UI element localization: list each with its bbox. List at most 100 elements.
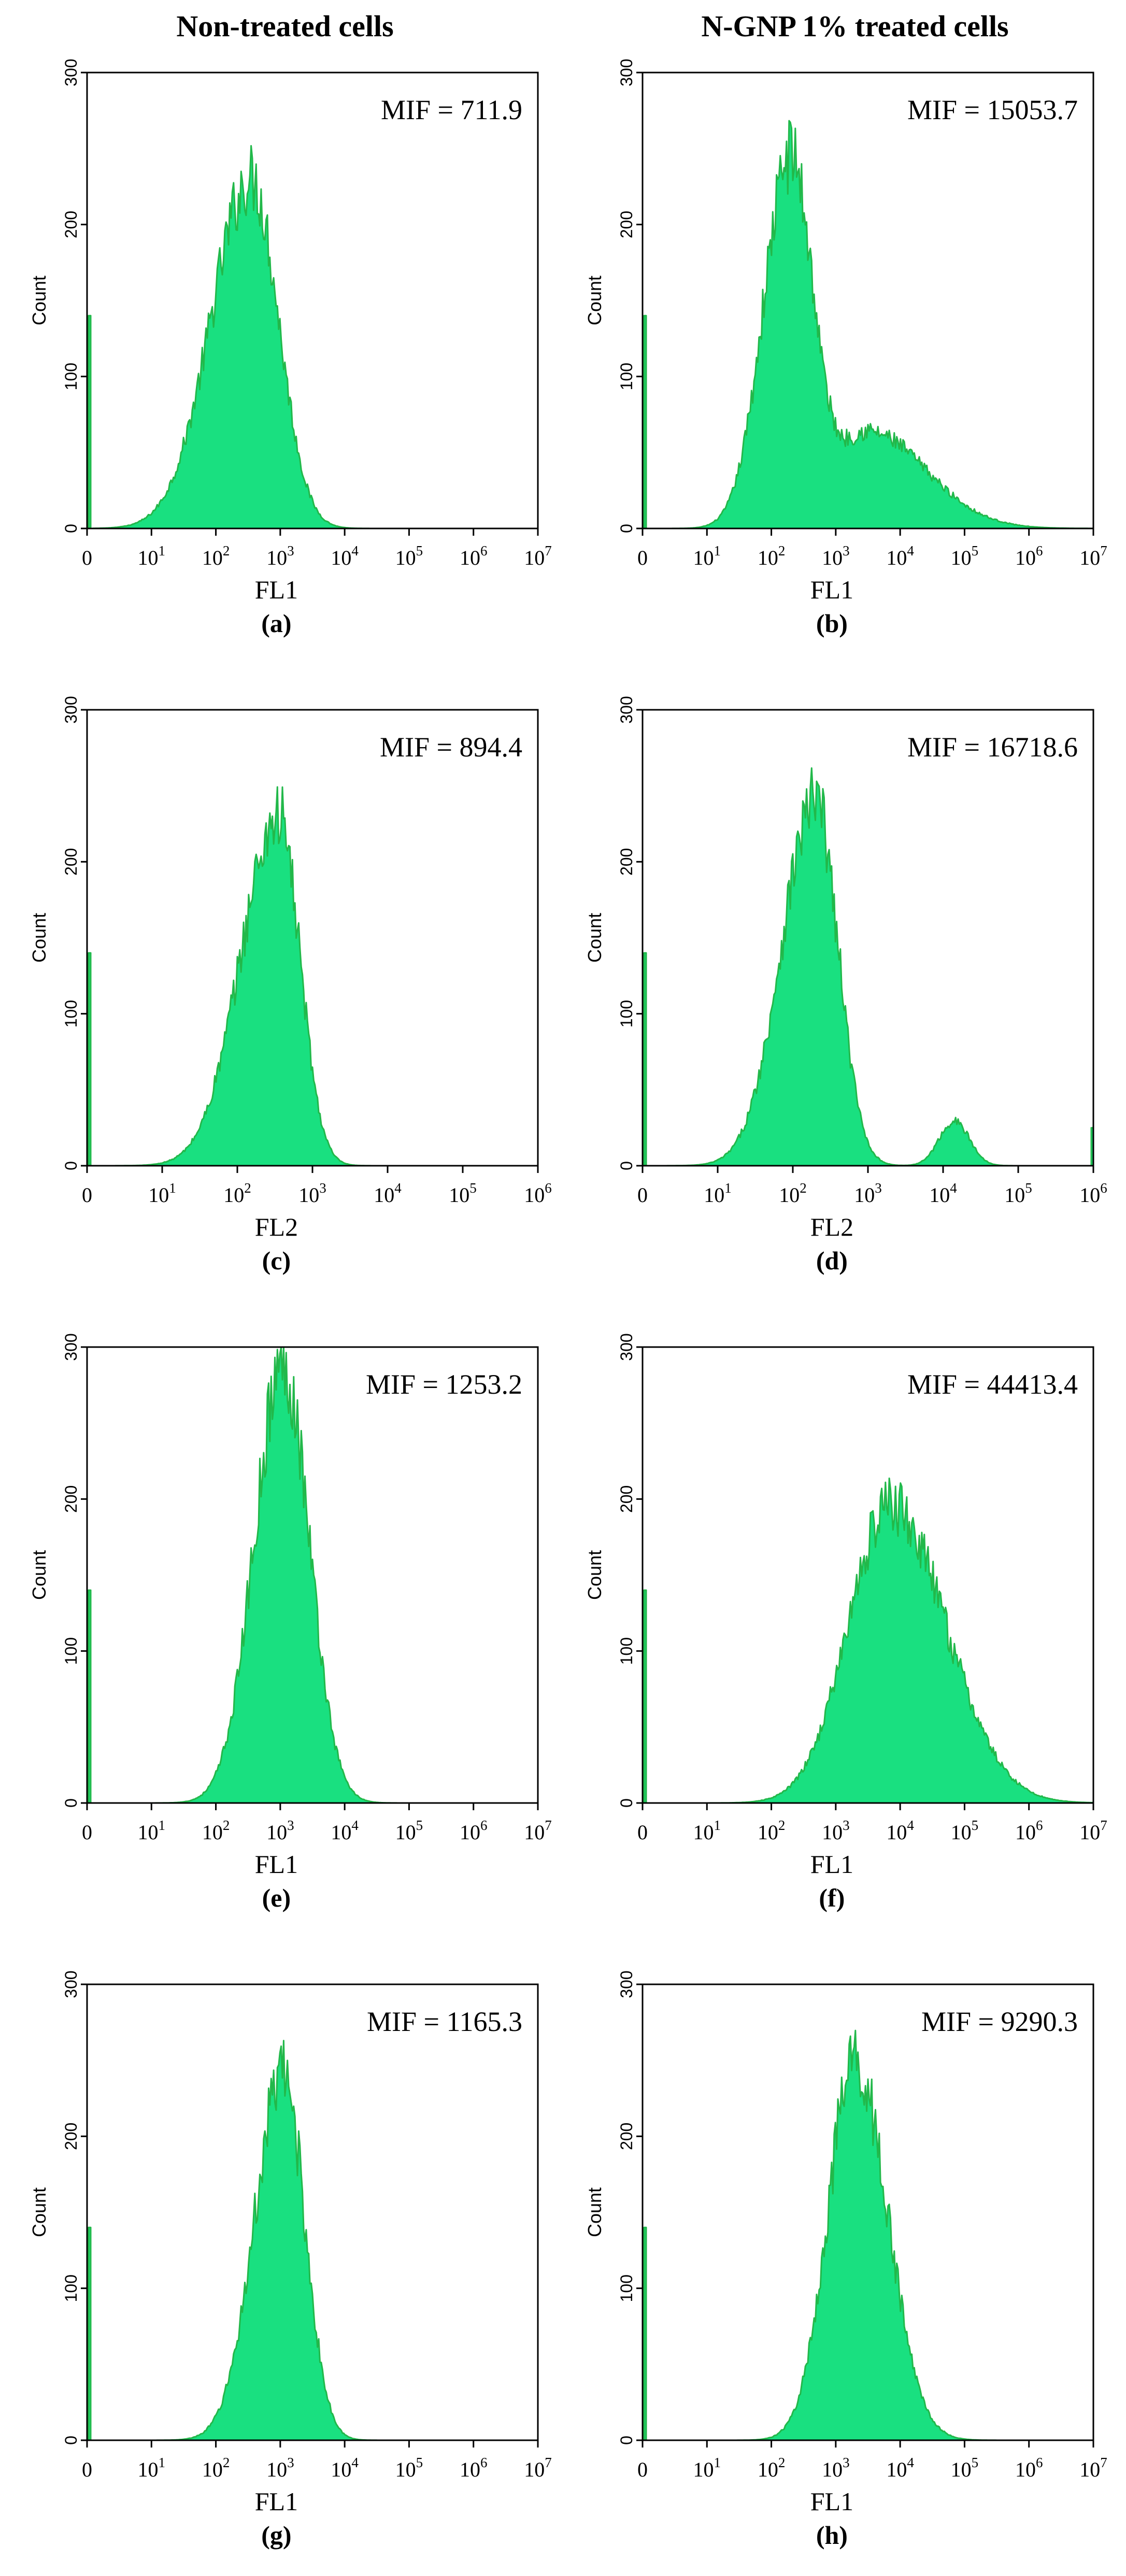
mif-annotation: MIF = 711.9 xyxy=(381,94,522,125)
x-tick-label: 107 xyxy=(1079,543,1107,569)
histogram-area xyxy=(86,1346,539,1804)
x-tick-label: 106 xyxy=(460,1817,488,1844)
x-axis-label: FL1 xyxy=(810,1850,853,1879)
x-tick-exponent: 1 xyxy=(169,1180,176,1196)
panel-label: (h) xyxy=(816,2521,848,2550)
y-tick-label: 0 xyxy=(617,1798,636,1808)
x-tick-label: 0 xyxy=(82,1183,92,1207)
x-tick-label: 104 xyxy=(886,1817,914,1844)
y-tick-label: 100 xyxy=(62,1637,80,1665)
x-tick-exponent: 7 xyxy=(1100,543,1107,559)
x-tick-label: 0 xyxy=(637,546,648,569)
y-tick-label: 0 xyxy=(617,1161,636,1170)
x-tick-exponent: 4 xyxy=(351,1817,359,1833)
chart-panel-c: 0 100 200 300 Count 0 101 102 103 104 105 106 FL2 MIF… xyxy=(28,696,552,1275)
mif-annotation: MIF = 16718.6 xyxy=(907,732,1078,763)
x-axis-label: FL1 xyxy=(255,1850,298,1879)
x-tick-exponent: 2 xyxy=(223,2455,230,2470)
x-tick-exponent: 1 xyxy=(159,1817,166,1833)
x-tick-exponent: 2 xyxy=(244,1180,251,1196)
histogram-area xyxy=(642,120,1094,529)
x-tick-label: 101 xyxy=(138,1817,166,1844)
y-tick-label: 200 xyxy=(62,1485,80,1513)
x-tick-exponent: 6 xyxy=(480,1817,488,1833)
x-tick-label: 103 xyxy=(266,543,294,569)
x-tick-label: 0 xyxy=(82,2458,92,2481)
x-tick-exponent: 5 xyxy=(416,543,423,559)
x-tick-label: 105 xyxy=(395,2455,423,2481)
plot-frame xyxy=(642,1346,1094,1804)
y-tick-label: 0 xyxy=(62,1161,80,1170)
x-tick-label: 106 xyxy=(1015,2455,1043,2481)
x-tick-exponent: 6 xyxy=(545,1180,552,1196)
x-tick-label: 105 xyxy=(1004,1180,1032,1207)
x-tick-exponent: 3 xyxy=(843,1817,850,1833)
y-axis-label: Count xyxy=(28,913,50,963)
x-tick-label: 107 xyxy=(524,543,552,569)
x-tick-exponent: 5 xyxy=(469,1180,477,1196)
plot-frame xyxy=(642,71,1094,529)
x-tick-label: 107 xyxy=(1079,1817,1107,1844)
x-tick-label: 102 xyxy=(202,1817,230,1844)
y-axis-label: Count xyxy=(584,1550,605,1600)
x-tick-exponent: 2 xyxy=(800,1180,807,1196)
y-tick-label: 0 xyxy=(617,524,636,533)
x-tick-label: 106 xyxy=(1079,1180,1107,1207)
x-tick-exponent: 5 xyxy=(1025,1180,1032,1196)
x-tick-exponent: 4 xyxy=(351,2455,359,2470)
plot-frame xyxy=(86,1983,539,2441)
x-tick-label: 106 xyxy=(460,543,488,569)
x-tick-label: 106 xyxy=(460,2455,488,2481)
x-tick-exponent: 1 xyxy=(159,543,166,559)
x-tick-label: 104 xyxy=(374,1180,402,1207)
x-tick-exponent: 3 xyxy=(287,1817,294,1833)
y-tick-label: 200 xyxy=(617,848,636,876)
mif-annotation: MIF = 15053.7 xyxy=(907,94,1078,125)
x-tick-label: 104 xyxy=(331,543,359,569)
chart-panel-b: 0 100 200 300 Count 0 101 102 103 104 105 106 107 FL1… xyxy=(584,59,1107,638)
x-tick-exponent: 1 xyxy=(714,1817,721,1833)
column-title-right: N-GNP 1% treated cells xyxy=(701,9,1008,43)
x-tick-exponent: 3 xyxy=(287,543,294,559)
y-tick-label: 200 xyxy=(62,848,80,876)
x-tick-label: 0 xyxy=(637,2458,648,2481)
x-tick-label: 105 xyxy=(449,1180,477,1207)
x-tick-exponent: 1 xyxy=(724,1180,732,1196)
x-tick-exponent: 6 xyxy=(1036,2455,1043,2470)
x-tick-label: 102 xyxy=(758,543,786,569)
x-tick-label: 103 xyxy=(822,1817,850,1844)
x-tick-label: 104 xyxy=(331,2455,359,2481)
y-tick-label: 100 xyxy=(62,2274,80,2302)
panel-label: (d) xyxy=(816,1246,848,1275)
x-tick-exponent: 7 xyxy=(1100,2455,1107,2470)
x-tick-exponent: 7 xyxy=(545,543,552,559)
mif-annotation: MIF = 894.4 xyxy=(380,732,522,763)
x-tick-exponent: 2 xyxy=(223,1817,230,1833)
x-tick-exponent: 4 xyxy=(351,543,359,559)
x-tick-exponent: 5 xyxy=(416,1817,423,1833)
y-tick-label: 200 xyxy=(617,1485,636,1513)
y-axis-label: Count xyxy=(28,2187,50,2237)
x-tick-exponent: 2 xyxy=(778,543,786,559)
x-axis-label: FL1 xyxy=(255,575,298,604)
x-tick-exponent: 6 xyxy=(480,2455,488,2470)
y-axis-label: Count xyxy=(584,2187,605,2237)
plot-frame xyxy=(642,1983,1094,2441)
y-tick-label: 200 xyxy=(62,2123,80,2150)
y-tick-label: 200 xyxy=(617,2123,636,2150)
mif-annotation: MIF = 9290.3 xyxy=(921,2006,1078,2037)
x-tick-label: 107 xyxy=(524,1817,552,1844)
x-tick-label: 103 xyxy=(822,2455,850,2481)
x-tick-exponent: 3 xyxy=(319,1180,326,1196)
x-tick-label: 0 xyxy=(82,546,92,569)
panel-label: (a) xyxy=(261,609,291,638)
x-tick-label: 0 xyxy=(82,1821,92,1844)
x-tick-exponent: 5 xyxy=(972,1817,979,1833)
chart-panel-g: 0 100 200 300 Count 0 101 102 103 104 105 106 107 FL1… xyxy=(28,1970,552,2550)
y-tick-label: 300 xyxy=(617,1333,636,1361)
y-tick-label: 300 xyxy=(617,696,636,723)
y-tick-label: 300 xyxy=(62,696,80,723)
x-tick-label: 105 xyxy=(395,543,423,569)
y-axis-label: Count xyxy=(584,276,605,325)
